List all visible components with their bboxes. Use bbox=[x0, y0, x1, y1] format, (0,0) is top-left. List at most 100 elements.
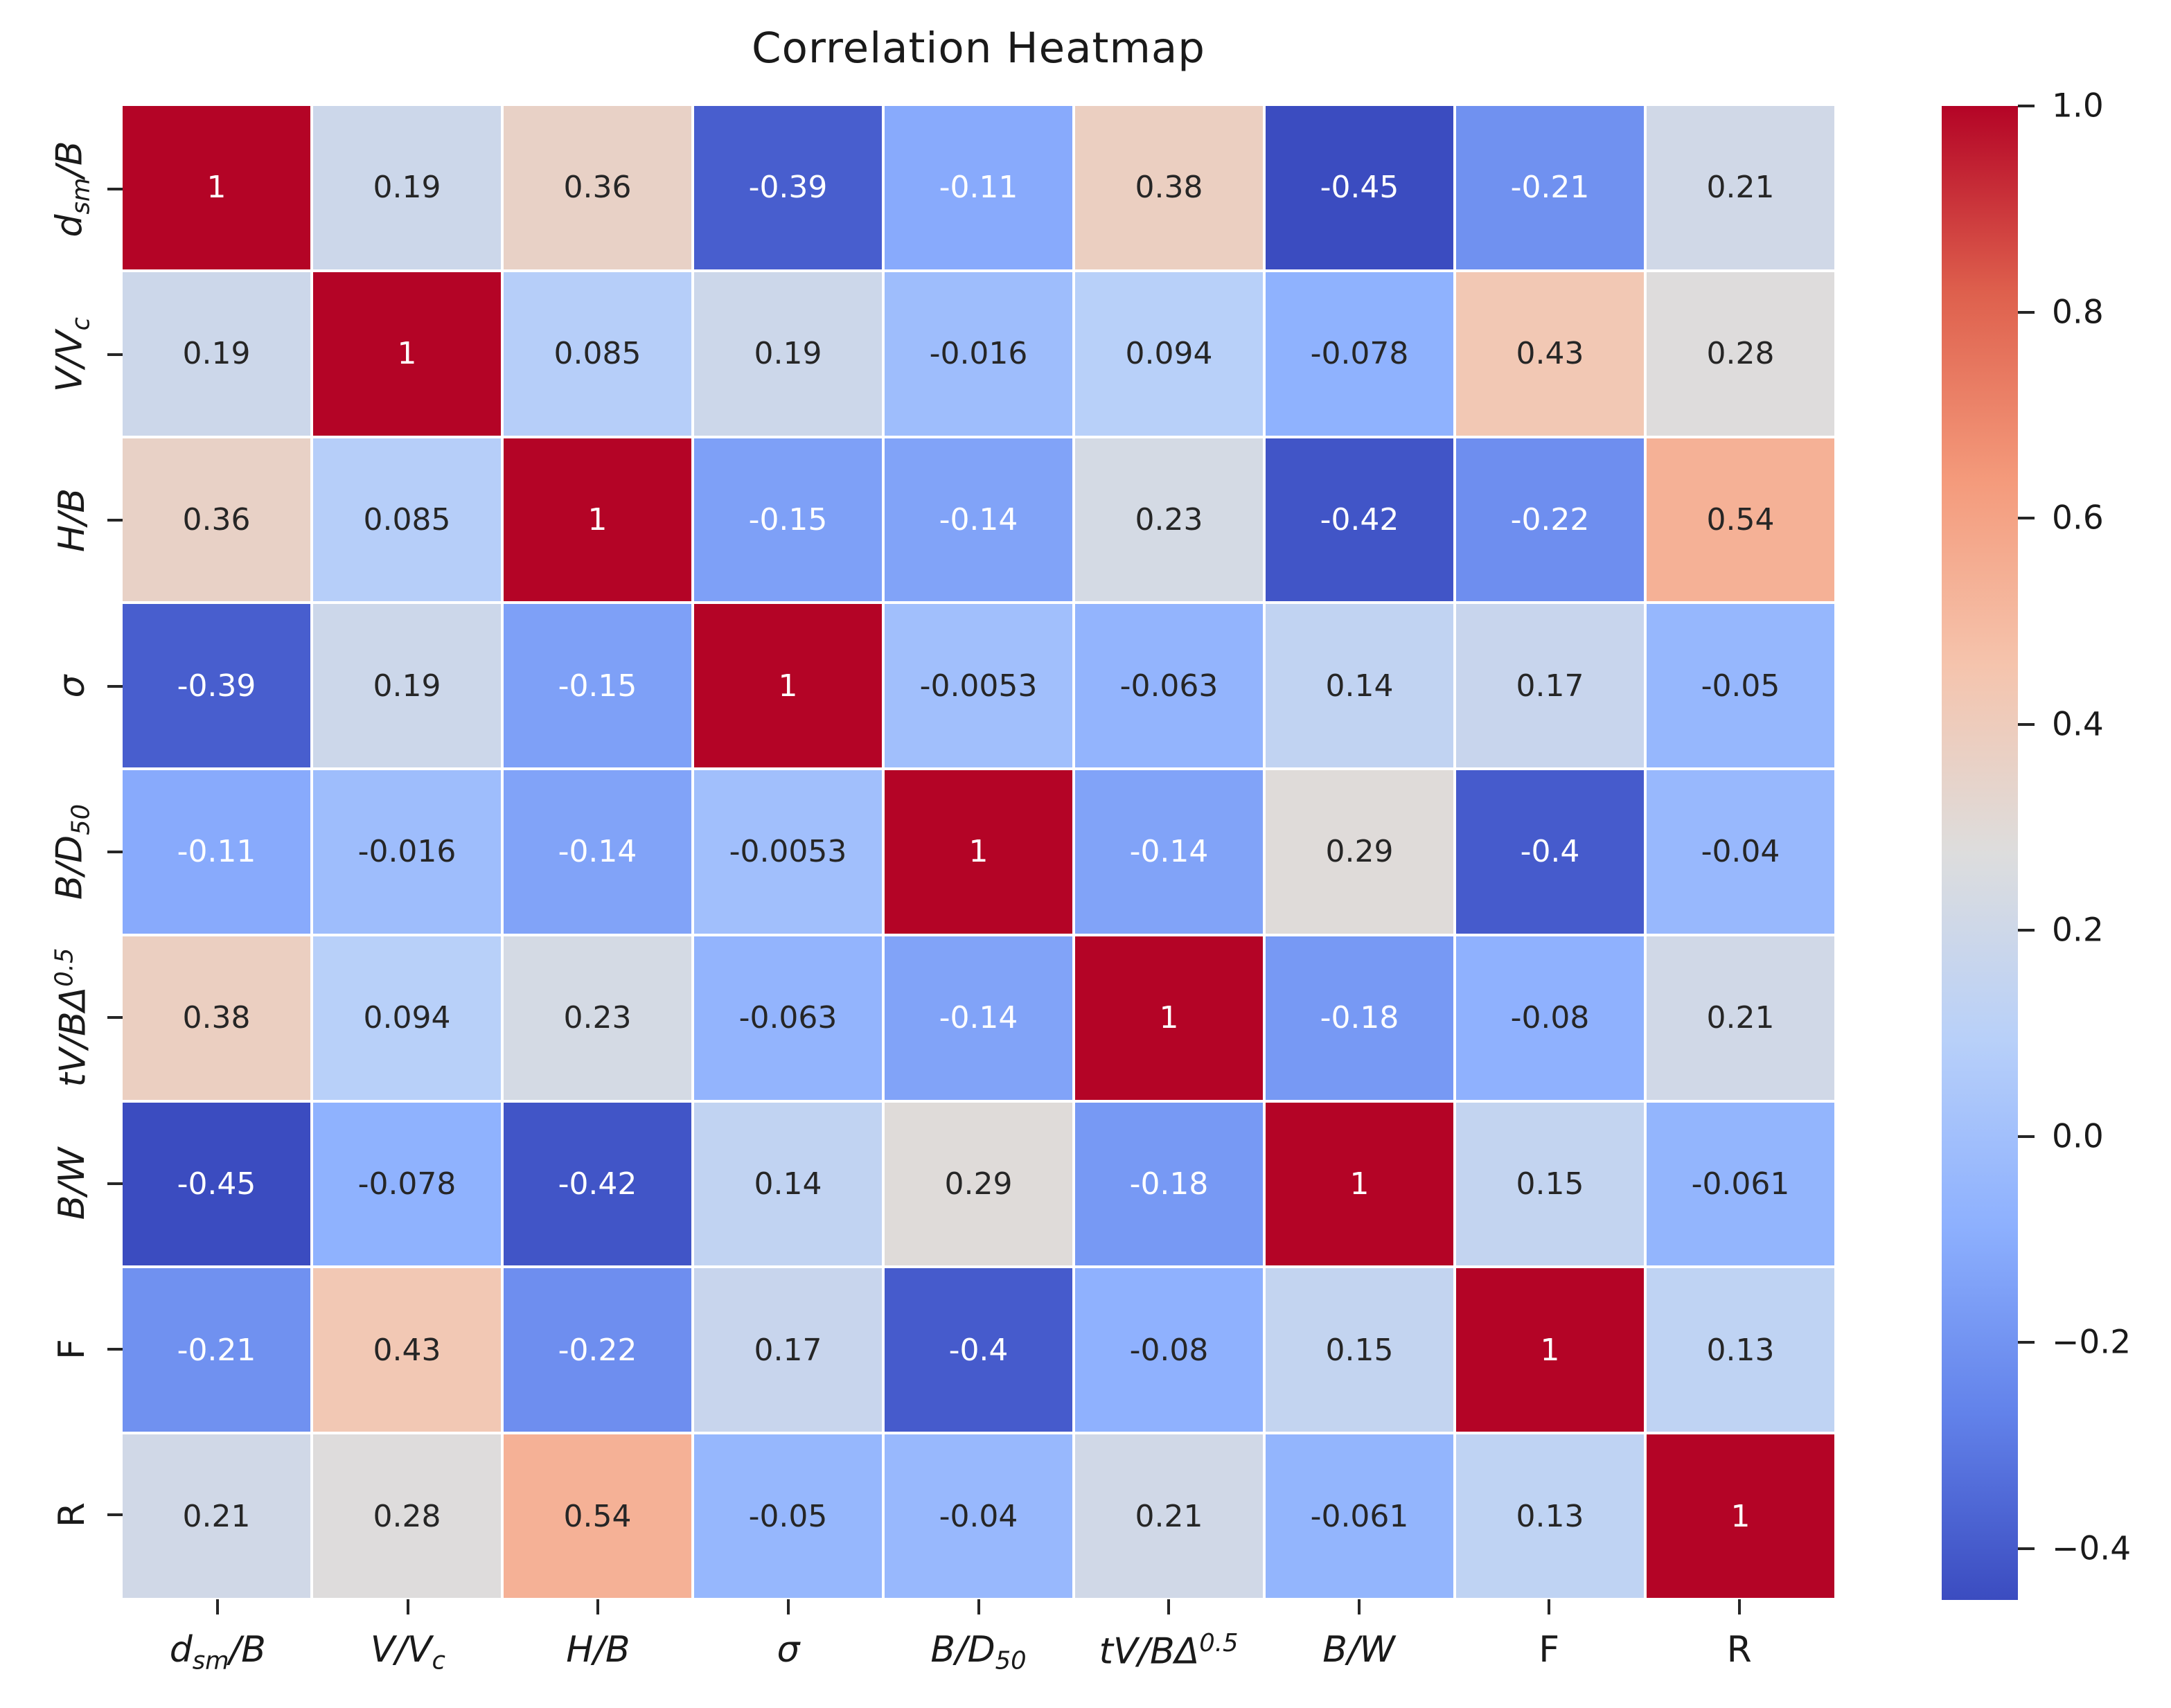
y-tick-mark bbox=[107, 187, 123, 190]
heatmap-cell: 0.21 bbox=[1647, 936, 1834, 1100]
heatmap-cell: -0.39 bbox=[123, 604, 310, 768]
heatmap-cell: -0.061 bbox=[1647, 1102, 1834, 1266]
heatmap-cell: -0.061 bbox=[1266, 1434, 1453, 1598]
heatmap-cell: 1 bbox=[694, 604, 882, 768]
axis-label-part: /B bbox=[48, 141, 91, 178]
heatmap-cell: -0.078 bbox=[313, 1102, 501, 1266]
heatmap-cell: 1 bbox=[1266, 1102, 1453, 1266]
heatmap-cell: 0.54 bbox=[1647, 438, 1834, 602]
x-axis-label: B/W bbox=[1322, 1629, 1395, 1671]
heatmap-cell: 0.21 bbox=[1075, 1434, 1263, 1598]
heatmap-cell: -0.05 bbox=[694, 1434, 882, 1598]
y-axis-label: B/D50 bbox=[49, 804, 96, 900]
axis-label-part: B/D bbox=[930, 1629, 995, 1671]
heatmap-cell: -0.063 bbox=[694, 936, 882, 1100]
heatmap-cell: 0.13 bbox=[1647, 1268, 1834, 1432]
colorbar-tick-mark bbox=[2018, 1341, 2035, 1344]
axis-label-part: c bbox=[67, 317, 96, 331]
heatmap-cell: 0.36 bbox=[504, 106, 691, 269]
heatmap-cell: 0.21 bbox=[123, 1434, 310, 1598]
heatmap-cell: 0.29 bbox=[1266, 770, 1453, 934]
axis-label-part: 50 bbox=[67, 803, 96, 835]
y-axis-label: σ bbox=[51, 675, 93, 697]
heatmap-cell: 0.54 bbox=[504, 1434, 691, 1598]
heatmap-cell: -0.42 bbox=[1266, 438, 1453, 602]
axis-label-part: B/D bbox=[48, 835, 91, 900]
axis-label-part: c bbox=[432, 1646, 445, 1675]
x-tick-mark bbox=[1737, 1599, 1741, 1614]
x-tick-mark bbox=[596, 1599, 600, 1614]
heatmap-cell: -0.22 bbox=[504, 1268, 691, 1432]
heatmap-cell: 0.36 bbox=[123, 438, 310, 602]
heatmap-cell: 1 bbox=[1456, 1268, 1644, 1432]
axis-label-part: B/W bbox=[51, 1147, 93, 1220]
heatmap-cell: -0.04 bbox=[885, 1434, 1072, 1598]
axis-label-part: R bbox=[51, 1502, 93, 1528]
x-tick-mark bbox=[1357, 1599, 1361, 1614]
heatmap-cell: -0.22 bbox=[1456, 438, 1644, 602]
heatmap-cell: -0.14 bbox=[1075, 770, 1263, 934]
heatmap-cell: -0.15 bbox=[504, 604, 691, 768]
heatmap-cell: 0.17 bbox=[694, 1268, 882, 1432]
heatmap-cell: -0.15 bbox=[694, 438, 882, 602]
heatmap-cell: -0.45 bbox=[123, 1102, 310, 1266]
heatmap-cell: -0.08 bbox=[1075, 1268, 1263, 1432]
axis-label-part: sm bbox=[192, 1646, 229, 1675]
heatmap-cell: 0.43 bbox=[313, 1268, 501, 1432]
axis-label-part: B/W bbox=[1322, 1629, 1395, 1671]
heatmap-cell: 1 bbox=[313, 272, 501, 436]
y-axis-label: B/W bbox=[51, 1147, 93, 1220]
axis-label-part: d bbox=[48, 214, 91, 238]
axis-label-part: H/B bbox=[51, 488, 93, 553]
colorbar-tick-label: 0.0 bbox=[2052, 1117, 2104, 1156]
heatmap-cell: -0.4 bbox=[1456, 770, 1644, 934]
heatmap-grid: 1 0.19 0.36 -0.39 -0.11 0.38 -0.45 -0.21 0.21 0.1… bbox=[123, 106, 1834, 1598]
x-axis-label: dsm/B bbox=[170, 1629, 266, 1675]
y-axis-label: H/B bbox=[51, 488, 93, 552]
colorbar-tick-mark bbox=[2018, 722, 2035, 726]
heatmap-cell: -0.14 bbox=[885, 438, 1072, 602]
axis-label-part: σ bbox=[777, 1629, 800, 1671]
x-axis-label: R bbox=[1727, 1629, 1752, 1671]
axis-label-part: H/B bbox=[566, 1629, 630, 1671]
x-axis-label: tV/BΔ0.5 bbox=[1099, 1629, 1239, 1673]
y-tick-mark bbox=[107, 1016, 123, 1020]
axis-label-part: σ bbox=[51, 675, 93, 698]
heatmap-cell: 0.17 bbox=[1456, 604, 1644, 768]
heatmap-cell: 0.19 bbox=[123, 272, 310, 436]
heatmap-cell: 0.23 bbox=[504, 936, 691, 1100]
colorbar-tick-mark bbox=[2018, 1547, 2035, 1550]
x-axis-label: σ bbox=[777, 1629, 799, 1671]
colorbar-tick-label: 1.0 bbox=[2052, 87, 2104, 125]
heatmap-cell: 0.29 bbox=[885, 1102, 1072, 1266]
heatmap-cell: 0.085 bbox=[504, 272, 691, 436]
heatmap-cell: -0.18 bbox=[1075, 1102, 1263, 1266]
colorbar-tick-label: 0.8 bbox=[2052, 293, 2104, 332]
y-tick-mark bbox=[107, 851, 123, 853]
heatmap-cell: 0.19 bbox=[313, 604, 501, 768]
axis-label-part: F bbox=[1539, 1629, 1560, 1671]
heatmap-cell: -0.078 bbox=[1266, 272, 1453, 436]
heatmap-cell: 0.38 bbox=[123, 936, 310, 1100]
heatmap-cell: 0.14 bbox=[694, 1102, 882, 1266]
y-axis-label: dsm/B bbox=[49, 141, 96, 237]
heatmap-cell: 0.13 bbox=[1456, 1434, 1644, 1598]
heatmap-cell: -0.39 bbox=[694, 106, 882, 269]
heatmap-cell: -0.0053 bbox=[885, 604, 1072, 768]
axis-label-part: V/V bbox=[370, 1629, 432, 1671]
heatmap-cell: 0.19 bbox=[313, 106, 501, 269]
heatmap-cell: 0.28 bbox=[313, 1434, 501, 1598]
axis-label-part: V/V bbox=[48, 330, 91, 393]
y-axis-label: F bbox=[51, 1339, 93, 1360]
heatmap-cell: -0.11 bbox=[123, 770, 310, 934]
heatmap-cell: 0.19 bbox=[694, 272, 882, 436]
heatmap-cell: 0.38 bbox=[1075, 106, 1263, 269]
heatmap-cell: -0.016 bbox=[313, 770, 501, 934]
heatmap-cell: 1 bbox=[1075, 936, 1263, 1100]
axis-label-part: d bbox=[169, 1629, 193, 1671]
colorbar-tick-label: −0.2 bbox=[2052, 1323, 2132, 1362]
colorbar-tick-mark bbox=[2018, 929, 2035, 932]
heatmap-cell: 1 bbox=[885, 770, 1072, 934]
heatmap-cell: 0.094 bbox=[1075, 272, 1263, 436]
